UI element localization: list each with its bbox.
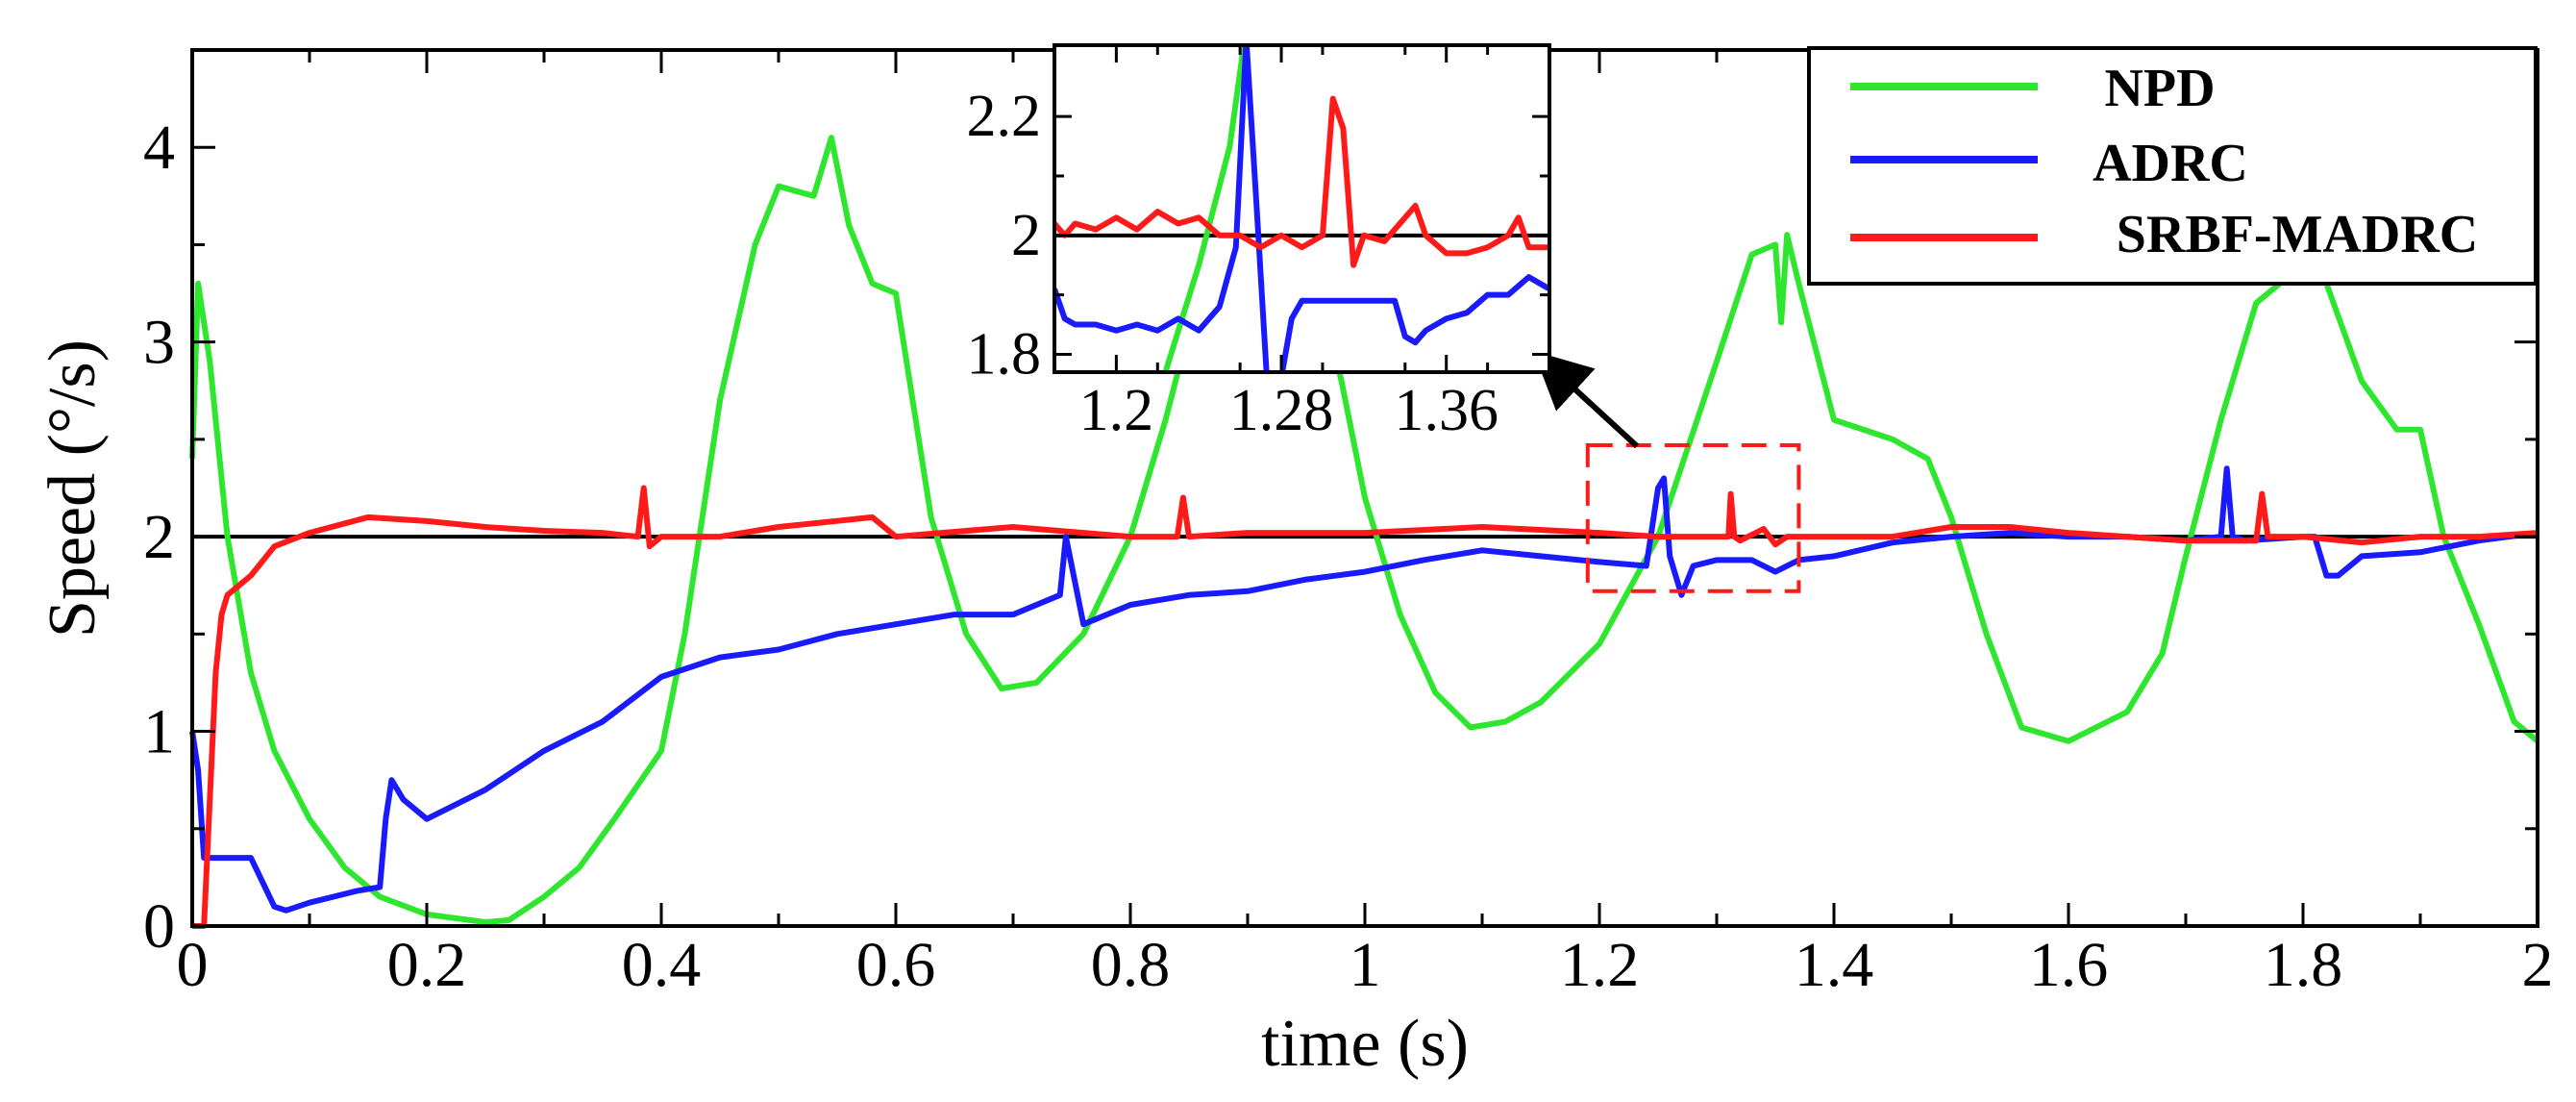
inset-plot: 1.2 1.28 1.36 1.8 2 2.2: [967, 43, 1551, 443]
inset-axis-ticks: 1.2 1.28 1.36 1.8 2 2.2: [967, 45, 1549, 443]
x-tick-label: 1.2: [1560, 930, 1640, 1000]
x-tick-label: 1.8: [2264, 930, 2343, 1000]
x-tick-label: 0.4: [622, 930, 702, 1000]
inset-series-line-npd: [1162, 45, 1248, 372]
inset-series-line-adrc: [1054, 45, 1549, 372]
series-line-srbf-madrc: [192, 485, 2539, 929]
legend-label-srbf-madrc: SRBF-MADRC: [2117, 205, 2478, 264]
x-tick-label: 0.2: [387, 930, 467, 1000]
zoom-region-box: [1585, 442, 1801, 593]
inset-y-tick-label: 1.8: [967, 321, 1042, 387]
y-tick-label: 3: [143, 308, 175, 378]
inset-frame: [1053, 43, 1551, 374]
inset-x-tick-label: 1.36: [1394, 378, 1499, 443]
zoom-arrow: [1533, 350, 1640, 449]
inset-y-tick-label: 2: [1011, 203, 1041, 268]
y-tick-label: 1: [143, 697, 175, 767]
inset-plot-lines: [1054, 45, 1549, 372]
x-tick-label: 1.4: [1795, 930, 1874, 1000]
x-tick-label: 0: [177, 930, 209, 1000]
y-tick-label: 4: [143, 113, 175, 183]
inset-x-tick-label: 1.28: [1229, 378, 1334, 443]
inset-background: [1054, 45, 1549, 372]
x-axis-title: time (s): [1261, 1007, 1469, 1081]
main-plot-lines: [189, 47, 2539, 929]
inset-series-line-srbf-madrc: [1054, 95, 1549, 268]
y-axis-title: Speed (°/s): [36, 339, 110, 638]
x-tick-label: 0.6: [856, 930, 936, 1000]
series-line-adrc: [189, 465, 2539, 914]
x-tick-label: 1.6: [2029, 930, 2109, 1000]
y-tick-label: 0: [143, 891, 175, 962]
legend: NPD ADRC SRBF-MADRC: [1807, 46, 2538, 286]
main-axis-ticks: 0 0.2 0.4 0.6 0.8 1 1.2 1.4 1.6 1.8 2 0 1 2 3 4: [143, 50, 2554, 1000]
inset-x-tick-label: 1.2: [1079, 378, 1154, 443]
x-tick-label: 0.8: [1091, 930, 1171, 1000]
legend-label-adrc: ADRC: [2093, 134, 2248, 193]
inset-y-tick-label: 2.2: [967, 84, 1042, 149]
x-tick-label: 1: [1350, 930, 1381, 1000]
y-tick-label: 2: [143, 502, 175, 572]
x-tick-label: 2: [2522, 930, 2554, 1000]
legend-label-npd: NPD: [2104, 59, 2215, 118]
